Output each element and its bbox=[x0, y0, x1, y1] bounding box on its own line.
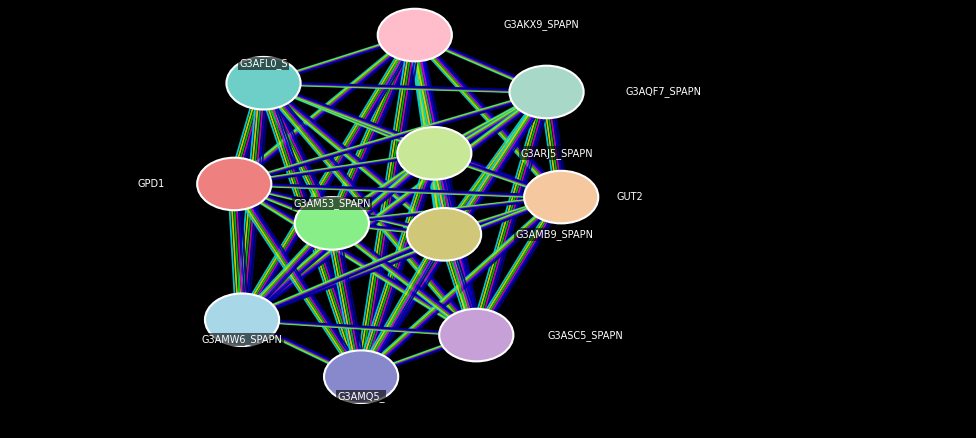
Ellipse shape bbox=[397, 127, 471, 180]
Ellipse shape bbox=[324, 350, 398, 403]
Text: G3ARJ5_SPAPN: G3ARJ5_SPAPN bbox=[520, 148, 592, 159]
Ellipse shape bbox=[226, 57, 301, 110]
Ellipse shape bbox=[197, 158, 271, 210]
Ellipse shape bbox=[205, 293, 279, 346]
Ellipse shape bbox=[295, 197, 369, 250]
Text: G3AQF7_SPAPN: G3AQF7_SPAPN bbox=[626, 87, 702, 97]
Ellipse shape bbox=[524, 171, 598, 223]
Text: GPD1: GPD1 bbox=[138, 179, 165, 189]
Text: G3AM53_SPAPN: G3AM53_SPAPN bbox=[293, 198, 371, 209]
Text: G3AMQ5_: G3AMQ5_ bbox=[338, 391, 385, 402]
Text: G3ASC5_SPAPN: G3ASC5_SPAPN bbox=[548, 330, 624, 340]
Ellipse shape bbox=[509, 66, 584, 118]
Text: G3AKX9_SPAPN: G3AKX9_SPAPN bbox=[504, 19, 580, 29]
Text: G3AMB9_SPAPN: G3AMB9_SPAPN bbox=[515, 229, 593, 240]
Text: GUT2: GUT2 bbox=[616, 192, 643, 202]
Text: G3AMW6_SPAPN: G3AMW6_SPAPN bbox=[202, 334, 282, 345]
Ellipse shape bbox=[439, 309, 513, 361]
Ellipse shape bbox=[407, 208, 481, 261]
Ellipse shape bbox=[378, 9, 452, 61]
Text: G3AFL0_S: G3AFL0_S bbox=[239, 58, 288, 69]
